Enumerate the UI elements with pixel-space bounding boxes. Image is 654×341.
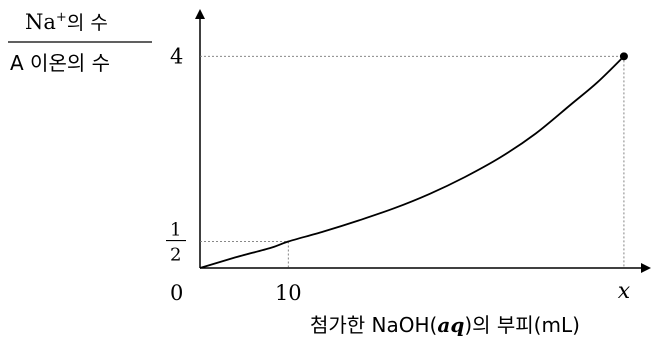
origin-label: 0 — [170, 281, 183, 305]
y-label-numerator: Na+의 수 — [25, 10, 108, 34]
data-curve — [199, 55, 625, 269]
x-axis-label: 첨가한 NaOH(aq)의 부피(mL) — [310, 313, 580, 337]
y-tick-label-half-numerator: 1 — [170, 220, 181, 241]
y-label-denominator: A 이온의 수 — [10, 51, 110, 75]
y-tick-label-half-denominator: 2 — [170, 245, 181, 266]
x-tick-label-10: 10 — [275, 281, 302, 305]
x-tick-label-x: x — [618, 279, 631, 304]
guide-lines — [200, 55, 625, 268]
y-tick-label-4: 4 — [170, 44, 183, 68]
end-point — [619, 52, 628, 61]
